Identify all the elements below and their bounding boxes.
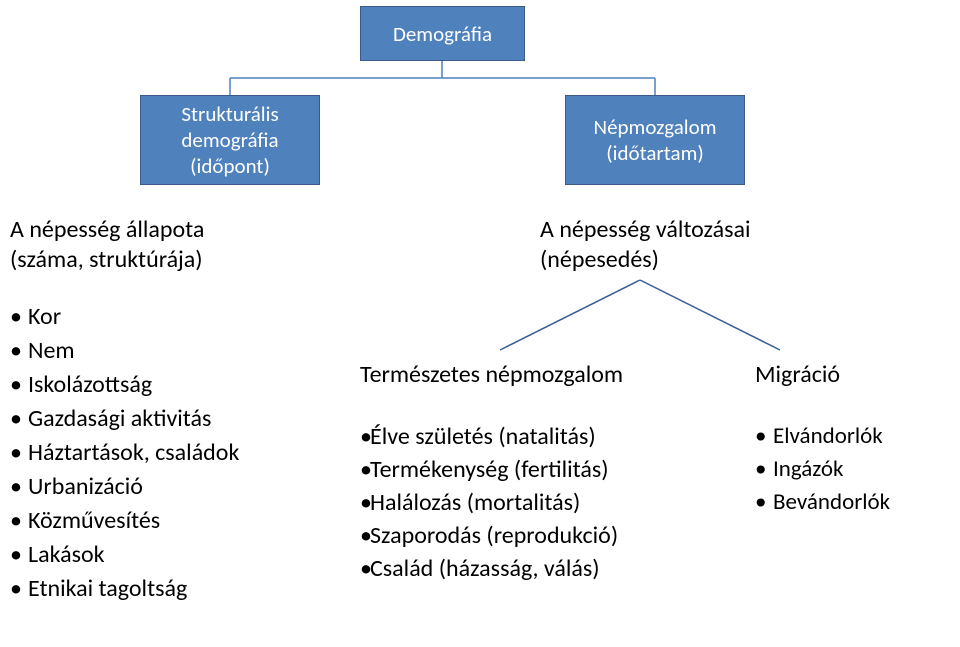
migration-list-item: Ingázók xyxy=(755,453,890,486)
struct-list: KorNemIskolázottságGazdasági aktivitásHá… xyxy=(10,300,239,606)
node-line: (időpont) xyxy=(190,153,270,179)
nepmoz-heading: A népesség változásai (népesedés) xyxy=(540,215,750,275)
node-line: Népmozgalom xyxy=(594,114,717,140)
struct-list-item: Urbanizáció xyxy=(10,470,239,504)
natural-list-item: Család (házasság, válás) xyxy=(360,552,618,585)
natural-list-item: Termékenység (fertilitás) xyxy=(360,453,618,486)
node-line: demográfia xyxy=(181,127,278,153)
node-line: Strukturális xyxy=(181,101,278,127)
struct-heading: A népesség állapota (száma, struktúrája) xyxy=(10,215,204,275)
struct-list-item: Kor xyxy=(10,300,239,334)
root-label: Demográfia xyxy=(393,21,492,47)
natural-heading: Természetes népmozgalom xyxy=(360,360,623,389)
struct-list-item: Iskolázottság xyxy=(10,368,239,402)
natural-list-item: Halálozás (mortalitás) xyxy=(360,486,618,519)
migration-list-item: Elvándorlók xyxy=(755,420,890,453)
struct-heading-line2: (száma, struktúrája) xyxy=(10,245,204,275)
natural-list-item: Élve születés (natalitás) xyxy=(360,420,618,453)
root-node: Demográfia xyxy=(360,6,525,61)
struct-list-item: Gazdasági aktivitás xyxy=(10,402,239,436)
natural-list-item: Szaporodás (reprodukció) xyxy=(360,519,618,552)
migration-heading: Migráció xyxy=(755,360,840,389)
struct-heading-line1: A népesség állapota xyxy=(10,215,204,245)
migration-list: ElvándorlókIngázókBevándorlók xyxy=(755,420,890,519)
struct-list-item: Etnikai tagoltság xyxy=(10,572,239,606)
struct-list-item: Háztartások, családok xyxy=(10,436,239,470)
struct-list-item: Lakások xyxy=(10,538,239,572)
nepmoz-heading-line1: A népesség változásai xyxy=(540,215,750,245)
migration-list-item: Bevándorlók xyxy=(755,486,890,519)
struct-list-item: Közművesítés xyxy=(10,504,239,538)
node-struct-demografia: Strukturálisdemográfia(időpont) xyxy=(140,95,320,185)
natural-list: Élve születés (natalitás)Termékenység (f… xyxy=(360,420,618,585)
node-nepmozgalom: Népmozgalom(időtartam) xyxy=(565,95,745,185)
struct-list-item: Nem xyxy=(10,334,239,368)
nepmoz-heading-line2: (népesedés) xyxy=(540,245,750,275)
node-line: (időtartam) xyxy=(606,140,703,166)
